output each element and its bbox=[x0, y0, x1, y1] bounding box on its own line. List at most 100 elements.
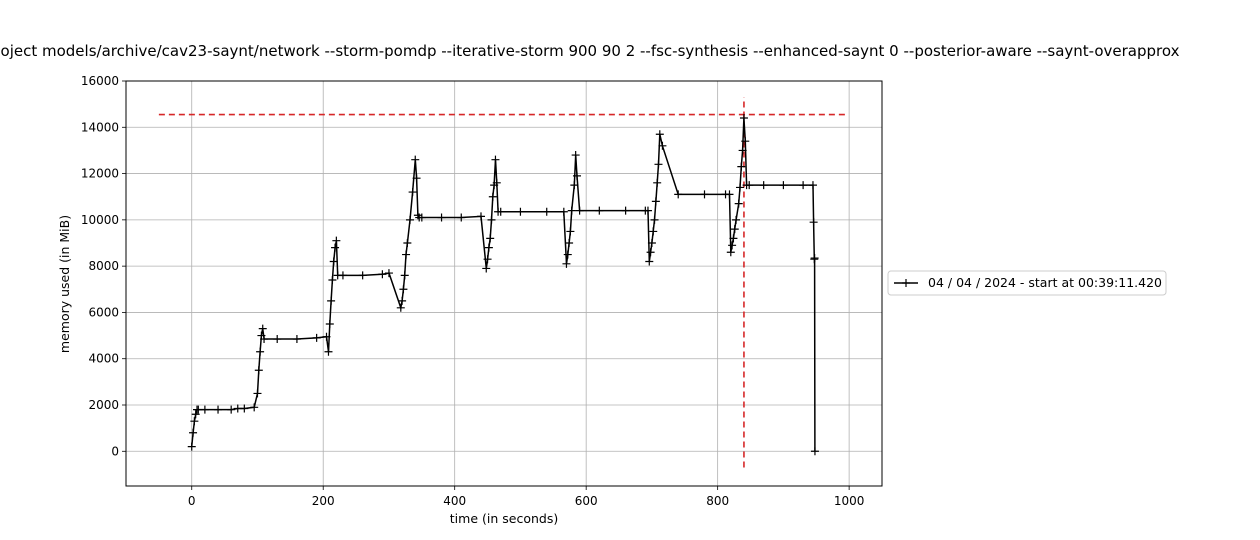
data-point-marker bbox=[653, 178, 662, 187]
data-point-marker bbox=[491, 155, 500, 164]
data-point-marker bbox=[398, 296, 407, 305]
y-tick-label: 14000 bbox=[81, 120, 119, 134]
data-point-marker bbox=[566, 227, 575, 236]
data-point-marker bbox=[729, 234, 738, 243]
chart-title: oject models/archive/cav23-saynt/network… bbox=[1, 42, 1180, 60]
threshold-lines bbox=[158, 97, 846, 468]
data-point-marker bbox=[745, 181, 754, 190]
y-tick-label: 10000 bbox=[81, 213, 119, 227]
x-axis-label: time (in seconds) bbox=[450, 511, 558, 526]
data-point-marker bbox=[655, 130, 664, 139]
data-point-marker bbox=[646, 248, 655, 257]
data-point-marker bbox=[810, 447, 819, 456]
data-point-marker bbox=[358, 271, 367, 280]
data-point-marker bbox=[808, 181, 817, 190]
data-point-marker bbox=[254, 366, 263, 375]
data-point-marker bbox=[700, 190, 709, 199]
data-point-marker bbox=[260, 335, 269, 344]
plot-frame bbox=[125, 80, 883, 487]
data-point-marker bbox=[324, 347, 333, 356]
data-point-marker bbox=[674, 190, 683, 199]
data-point-marker bbox=[408, 188, 417, 197]
data-point-marker bbox=[384, 269, 393, 278]
data-point-marker bbox=[739, 114, 748, 123]
data-point-marker bbox=[312, 333, 321, 342]
data-point-marker bbox=[736, 183, 745, 192]
y-tick-label: 4000 bbox=[88, 352, 119, 366]
data-point-marker bbox=[487, 215, 496, 224]
data-point-marker bbox=[492, 178, 501, 187]
data-point-marker bbox=[572, 171, 581, 180]
data-point-marker bbox=[741, 137, 750, 146]
data-point-marker bbox=[570, 181, 579, 190]
data-point-marker bbox=[325, 320, 334, 328]
data-point-marker bbox=[737, 162, 746, 171]
data-point-marker bbox=[734, 199, 743, 208]
data-point-marker bbox=[654, 160, 663, 169]
legend-plus-marker bbox=[902, 279, 910, 287]
data-point-marker bbox=[322, 332, 331, 341]
data-point-marker bbox=[273, 335, 282, 344]
data-point-marker bbox=[649, 227, 658, 236]
data-point-marker bbox=[486, 234, 495, 243]
data-point-marker bbox=[190, 417, 199, 426]
data-point-marker bbox=[457, 213, 466, 222]
data-point-marker bbox=[484, 243, 493, 252]
data-point-marker bbox=[575, 206, 584, 215]
y-tick-label: 12000 bbox=[81, 167, 119, 181]
data-point-marker bbox=[476, 212, 485, 221]
data-point-marker bbox=[227, 405, 236, 414]
x-tick-label: 800 bbox=[706, 494, 729, 508]
data-point-marker bbox=[810, 254, 819, 263]
data-point-marker bbox=[417, 213, 426, 222]
y-tick-label: 8000 bbox=[88, 259, 119, 273]
data-point-marker bbox=[645, 257, 654, 266]
data-point-marker bbox=[567, 206, 576, 215]
data-point-marker bbox=[332, 236, 341, 245]
data-point-marker bbox=[542, 207, 551, 216]
y-tick-label: 0 bbox=[111, 444, 119, 458]
data-point-marker bbox=[562, 259, 571, 268]
data-series bbox=[187, 114, 819, 456]
x-tick-label: 0 bbox=[188, 494, 196, 508]
data-point-marker bbox=[378, 270, 387, 279]
data-point-marker bbox=[483, 255, 492, 264]
data-point-marker bbox=[292, 335, 301, 344]
data-point-marker bbox=[488, 192, 497, 201]
data-point-marker bbox=[403, 239, 412, 247]
data-point-marker bbox=[399, 285, 408, 294]
data-point-marker bbox=[327, 296, 336, 305]
data-point-marker bbox=[396, 303, 405, 312]
data-point-marker bbox=[253, 389, 262, 398]
x-tick-label: 400 bbox=[443, 494, 466, 508]
x-tick-label: 200 bbox=[312, 494, 335, 508]
data-point-marker bbox=[412, 174, 421, 183]
data-point-marker bbox=[411, 155, 420, 164]
data-point-marker bbox=[482, 264, 491, 273]
legend-box bbox=[887, 270, 1167, 296]
data-point-marker bbox=[496, 207, 505, 216]
data-point-marker bbox=[595, 206, 604, 215]
data-point-marker bbox=[402, 250, 411, 259]
data-point-marker bbox=[726, 248, 735, 257]
y-tick-label: 2000 bbox=[88, 398, 119, 412]
data-point-marker bbox=[338, 271, 347, 280]
data-point-marker bbox=[214, 405, 223, 414]
data-point-marker bbox=[191, 410, 200, 419]
data-point-marker bbox=[563, 250, 572, 259]
data-point-marker bbox=[559, 207, 568, 216]
data-point-marker bbox=[405, 215, 414, 224]
y-axis-ticks: 0 2000 4000 6000 8000 10000 12000 14000 16000 bbox=[81, 74, 126, 458]
legend: 04 / 04 / 2024 - start at 00:39:11.420 bbox=[887, 270, 1167, 296]
data-point-marker bbox=[516, 207, 525, 216]
data-point-marker bbox=[799, 181, 808, 190]
data-point-marker bbox=[256, 347, 265, 356]
data-point-marker bbox=[250, 403, 259, 412]
y-tick-label: 6000 bbox=[88, 305, 119, 319]
x-tick-label: 1000 bbox=[834, 494, 865, 508]
data-point-marker bbox=[647, 239, 656, 247]
x-tick-label: 600 bbox=[575, 494, 598, 508]
data-point-marker bbox=[187, 442, 196, 451]
data-point-marker bbox=[331, 243, 340, 252]
data-point-marker bbox=[728, 241, 737, 250]
